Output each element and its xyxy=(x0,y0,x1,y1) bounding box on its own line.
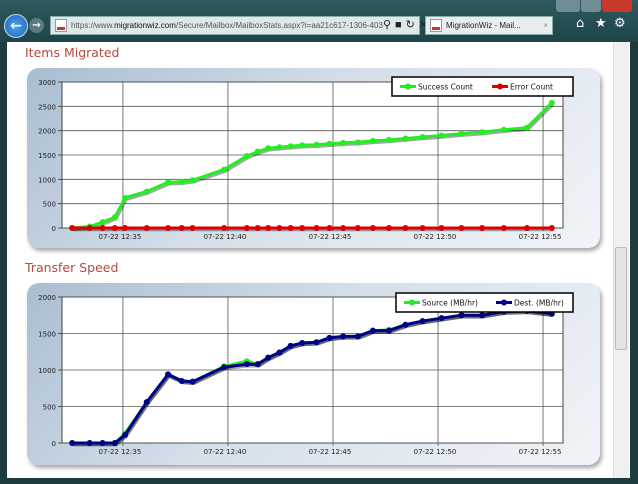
url-prefix: https://www. xyxy=(71,21,115,30)
tab-migrationwiz[interactable]: MigrationWiz - Mail... × xyxy=(425,16,553,35)
site-favicon xyxy=(55,19,67,32)
items-migrated-title: Items Migrated xyxy=(25,45,120,60)
tab-favicon xyxy=(430,19,442,32)
address-bar[interactable]: https://www.migrationwiz.com/Secure/Mail… xyxy=(50,16,428,35)
url-path: /Secure/Mailbox/MailboxStats.aspx?i=aa21… xyxy=(175,21,383,30)
minimize-button[interactable] xyxy=(556,0,580,12)
maximize-button[interactable] xyxy=(581,0,601,12)
forward-icon[interactable]: → xyxy=(29,18,44,33)
url-domain: migrationwiz.com xyxy=(114,21,176,30)
back-icon[interactable]: ← xyxy=(4,14,28,38)
lock-icon: ■ xyxy=(395,19,402,31)
search-icon[interactable]: ⚲ xyxy=(382,19,391,31)
browser-toolbar: ← → https://www.migrationwiz.com/Secure/… xyxy=(0,0,638,42)
home-icon[interactable]: ⌂ xyxy=(576,16,585,31)
items-chart-panel xyxy=(27,68,600,248)
url-text[interactable]: https://www.migrationwiz.com/Secure/Mail… xyxy=(71,21,383,30)
tab-title: MigrationWiz - Mail... xyxy=(446,21,521,30)
gear-icon[interactable]: ⚙ xyxy=(614,16,626,31)
close-window-button[interactable] xyxy=(602,0,632,12)
star-icon[interactable]: ★ xyxy=(595,16,607,31)
transfer-speed-title: Transfer Speed xyxy=(25,260,119,275)
refresh-icon[interactable]: ↻ xyxy=(405,19,415,31)
scrollbar-thumb[interactable] xyxy=(615,247,627,350)
page-content: Items Migrated Transfer Speed xyxy=(7,42,630,478)
close-icon[interactable]: ✕ xyxy=(418,19,429,31)
vertical-scrollbar[interactable] xyxy=(613,42,629,478)
speed-chart-panel xyxy=(27,283,600,465)
tab-close-icon[interactable]: × xyxy=(543,21,548,30)
